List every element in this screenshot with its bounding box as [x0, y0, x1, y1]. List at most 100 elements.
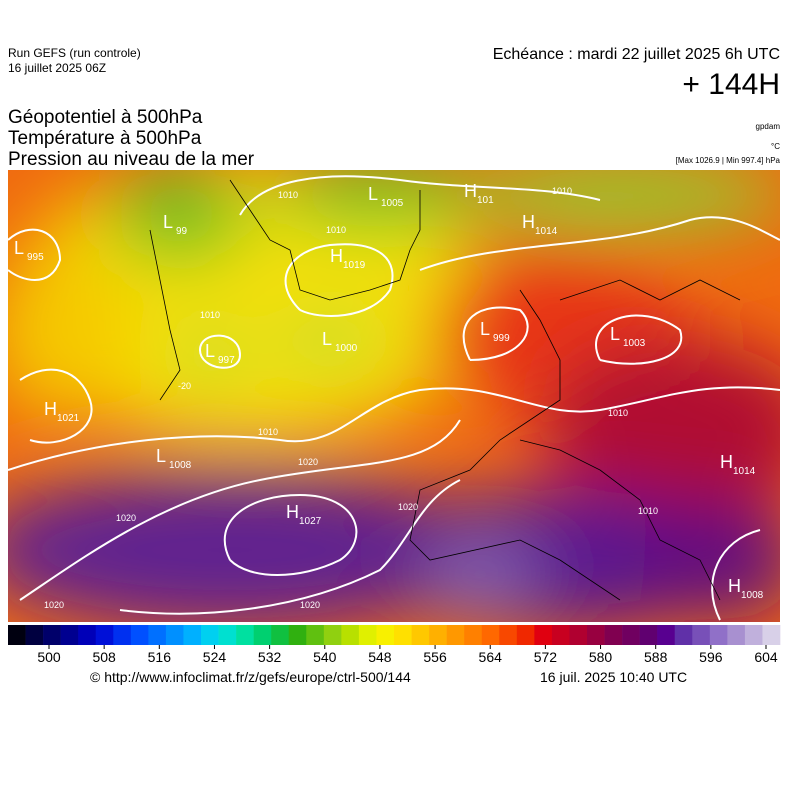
field [8, 170, 780, 622]
center-value: 1008 [741, 590, 764, 601]
center-value: 1021 [57, 413, 80, 424]
center-value: 997 [218, 355, 235, 366]
isobar-label: 1020 [44, 600, 64, 610]
color-swatch [288, 625, 307, 645]
colorbar-label: 556 [423, 649, 447, 665]
isobar-label: 1020 [398, 502, 418, 512]
color-swatch [271, 625, 290, 645]
center-value: 995 [27, 252, 44, 263]
isobar-label: 1020 [116, 513, 136, 523]
isobar-label: 1010 [258, 427, 278, 437]
color-swatch [78, 625, 97, 645]
color-swatch [253, 625, 272, 645]
center-letter: L [156, 446, 166, 466]
isobar-label: 1020 [300, 600, 320, 610]
colorbar: 500 508 516 524 532 540 548 556 564 572 580 588 596 6… [8, 625, 781, 665]
color-swatch [306, 625, 325, 645]
colorbar-label: 604 [754, 649, 778, 665]
color-swatch [674, 625, 693, 645]
color-swatch [183, 625, 202, 645]
center-value: 1003 [623, 338, 646, 349]
color-swatch [534, 625, 553, 645]
isobars [8, 175, 780, 621]
footer-time: 16 juil. 2025 10:40 UTC [540, 669, 687, 685]
color-swatch [481, 625, 500, 645]
isobar-label: 1010 [608, 408, 628, 418]
center-letter: H [330, 246, 343, 266]
color-swatch [692, 625, 711, 645]
center-value: 999 [493, 333, 510, 344]
footer-source: © http://www.infoclimat.fr/z/gefs/europe… [90, 669, 411, 685]
color-swatch [113, 625, 132, 645]
colorbar-label: 588 [644, 649, 668, 665]
color-swatch [8, 625, 26, 645]
center-letter: H [522, 212, 535, 232]
isobar-label: 1010 [638, 506, 658, 516]
colorbar-label: 564 [479, 649, 503, 665]
color-swatch [604, 625, 623, 645]
center-letter: L [205, 341, 215, 361]
color-swatch [376, 625, 395, 645]
isobar-label: -20 [178, 381, 191, 391]
center-letter: H [286, 502, 299, 522]
color-swatch [622, 625, 640, 645]
unit: gpdam [755, 122, 780, 131]
center-value: 1014 [535, 226, 558, 237]
unit: °C [771, 142, 780, 151]
color-swatch [60, 625, 79, 645]
color-swatch [201, 625, 219, 645]
color-swatch [516, 625, 535, 645]
colorbar-label: 596 [699, 649, 723, 665]
isobar-label: 1010 [326, 225, 346, 235]
center-value: 1008 [169, 460, 192, 471]
color-swatch [411, 625, 430, 645]
colorbar-label: 500 [37, 649, 61, 665]
color-swatch [148, 625, 167, 645]
center-value: 1027 [299, 516, 322, 527]
center-letter: L [14, 238, 24, 258]
center-letter: L [163, 212, 173, 232]
center-value: 1019 [343, 260, 366, 271]
color-swatch [429, 625, 447, 645]
color-swatch [639, 625, 658, 645]
color-swatch [569, 625, 588, 645]
center-letter: L [322, 329, 332, 349]
lead-time: + 144H [682, 68, 780, 101]
center-letter: L [610, 324, 620, 344]
color-swatch [236, 625, 254, 645]
color-swatch [95, 625, 114, 645]
colorbar-label: 516 [148, 649, 172, 665]
title: Géopotentiel à 500hPa [8, 107, 203, 128]
color-swatch [587, 625, 605, 645]
center-letter: L [368, 184, 378, 204]
center-value: 99 [176, 226, 188, 237]
center-letter: H [464, 181, 477, 201]
color-swatch [727, 625, 746, 645]
colorbar-label: 580 [589, 649, 613, 665]
colorbar-label: 532 [258, 649, 282, 665]
center-value: 1000 [335, 343, 358, 354]
colorbar-label: 508 [92, 649, 116, 665]
center-value: 1005 [381, 198, 404, 209]
color-swatch [446, 625, 465, 645]
color-swatch [499, 625, 518, 645]
coastlines [149, 179, 741, 601]
center-value: 1014 [733, 466, 756, 477]
run-date: 16 juillet 2025 06Z [8, 61, 107, 75]
run-name: Run GEFS (run controle) [8, 46, 141, 60]
color-swatch [657, 625, 676, 645]
color-swatch [551, 625, 570, 645]
isobar-label: 1020 [298, 457, 318, 467]
center-letter: H [728, 576, 741, 596]
colorbar-label: 540 [313, 649, 337, 665]
color-swatch [323, 625, 342, 645]
title: Pression au niveau de la mer [8, 149, 255, 170]
color-swatch [464, 625, 483, 645]
color-swatch [25, 625, 44, 645]
isobar-label: 1010 [552, 186, 572, 196]
isobar-label: 1010 [200, 310, 220, 320]
color-swatch [165, 625, 184, 645]
color-swatch [744, 625, 763, 645]
